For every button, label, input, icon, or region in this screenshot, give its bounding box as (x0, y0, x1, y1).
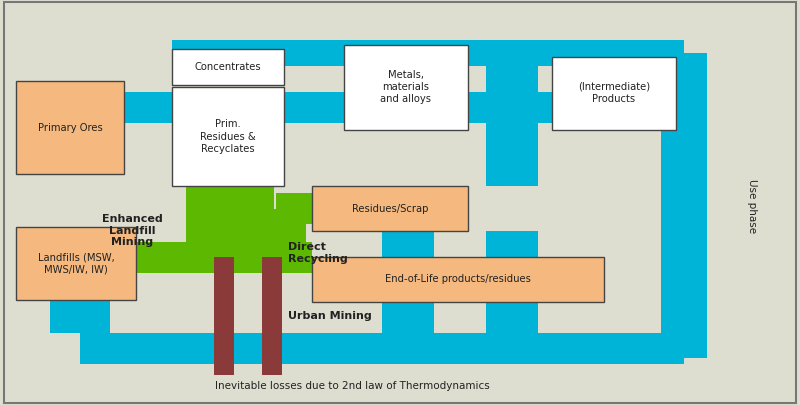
Polygon shape (382, 335, 434, 348)
Text: Residues/Scrap: Residues/Scrap (352, 204, 428, 213)
FancyBboxPatch shape (172, 87, 284, 186)
Polygon shape (80, 333, 112, 364)
Polygon shape (590, 66, 642, 92)
Polygon shape (186, 186, 246, 202)
FancyBboxPatch shape (312, 186, 468, 231)
Polygon shape (214, 367, 234, 375)
Text: Use phase: Use phase (747, 179, 757, 234)
FancyBboxPatch shape (16, 227, 136, 300)
Text: Inevitable losses due to 2nd law of Thermodynamics: Inevitable losses due to 2nd law of Ther… (214, 381, 490, 390)
Polygon shape (520, 92, 552, 123)
Polygon shape (50, 300, 110, 333)
FancyBboxPatch shape (344, 45, 468, 130)
FancyBboxPatch shape (312, 257, 604, 302)
Polygon shape (312, 92, 344, 123)
Polygon shape (262, 367, 282, 375)
Polygon shape (246, 209, 306, 257)
FancyBboxPatch shape (16, 81, 124, 174)
Polygon shape (662, 53, 707, 358)
Text: End-of-Life products/residues: End-of-Life products/residues (385, 275, 531, 284)
Text: Prim.
Residues &
Recyclates: Prim. Residues & Recyclates (200, 119, 256, 154)
Polygon shape (381, 66, 432, 92)
FancyBboxPatch shape (552, 57, 676, 130)
Text: Direct
Recycling: Direct Recycling (288, 242, 348, 264)
Polygon shape (136, 333, 684, 364)
Text: Metals,
materials
and alloys: Metals, materials and alloys (381, 70, 431, 104)
Polygon shape (262, 257, 282, 375)
Text: Primary Ores: Primary Ores (38, 123, 102, 132)
Polygon shape (214, 186, 274, 202)
Polygon shape (214, 257, 234, 375)
Polygon shape (468, 92, 552, 123)
Text: Urban Mining: Urban Mining (288, 311, 372, 321)
Polygon shape (486, 335, 538, 348)
Polygon shape (80, 333, 136, 364)
Polygon shape (486, 302, 538, 348)
Polygon shape (214, 186, 274, 257)
Polygon shape (136, 242, 312, 273)
Text: (Intermediate)
Products: (Intermediate) Products (578, 82, 650, 104)
Polygon shape (140, 92, 172, 123)
Polygon shape (486, 173, 538, 186)
Polygon shape (486, 243, 538, 257)
Text: Concentrates: Concentrates (194, 62, 262, 72)
Polygon shape (382, 231, 434, 257)
Text: Enhanced
Landfill
Mining: Enhanced Landfill Mining (102, 214, 162, 247)
Polygon shape (486, 66, 538, 186)
Polygon shape (662, 346, 707, 358)
Polygon shape (172, 40, 684, 66)
Polygon shape (382, 243, 434, 257)
Polygon shape (284, 92, 344, 123)
Text: Landfills (MSW,
MWS/IW, IW): Landfills (MSW, MWS/IW, IW) (38, 252, 114, 275)
Polygon shape (186, 186, 246, 257)
FancyBboxPatch shape (172, 49, 284, 85)
Polygon shape (382, 302, 434, 348)
Polygon shape (124, 92, 172, 123)
Polygon shape (276, 193, 312, 224)
Polygon shape (486, 231, 538, 257)
